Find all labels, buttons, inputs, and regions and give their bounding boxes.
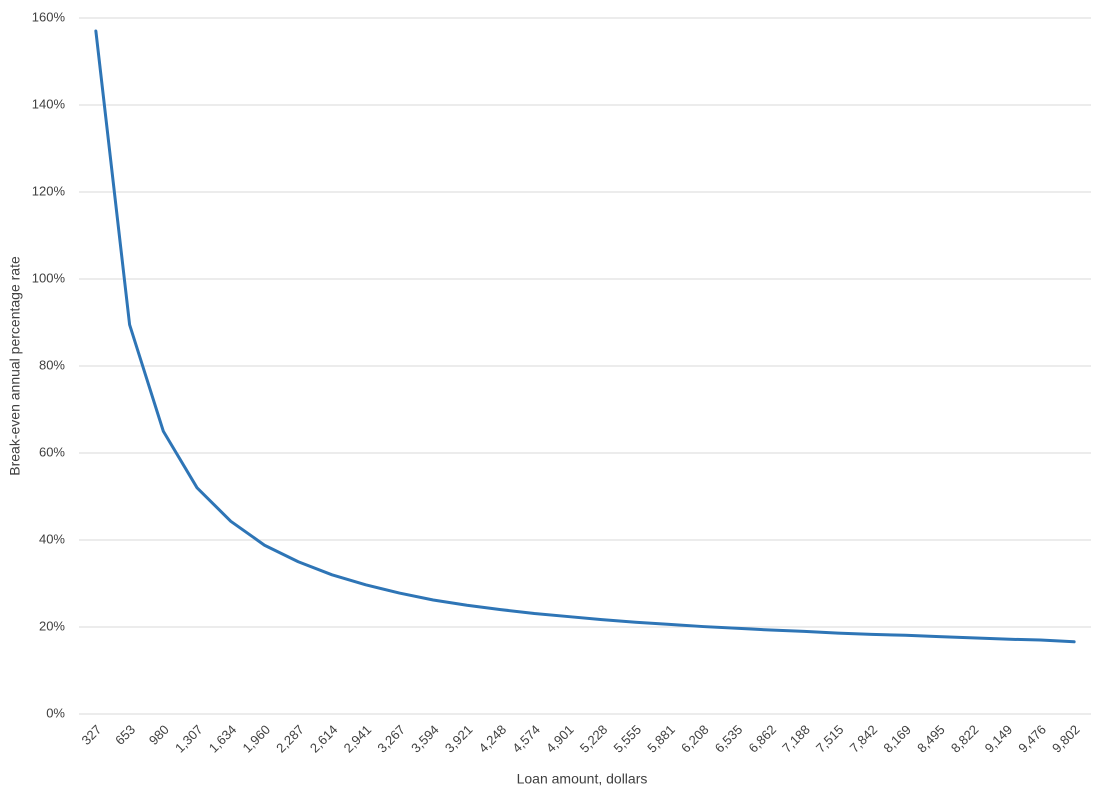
- x-tick-label: 6,208: [678, 722, 712, 756]
- x-tick-label: 1,634: [206, 722, 240, 756]
- x-axis-label: Loan amount, dollars: [517, 771, 648, 787]
- x-tick-label: 2,941: [341, 722, 375, 756]
- x-tick-label: 4,248: [476, 722, 510, 756]
- x-tick-label: 1,307: [172, 722, 206, 756]
- x-tick-label: 5,228: [577, 722, 611, 756]
- y-tick-label: 80%: [39, 357, 65, 372]
- x-tick-label: 2,614: [307, 722, 341, 756]
- x-tick-label: 7,842: [847, 722, 881, 756]
- y-tick-label: 60%: [39, 444, 65, 459]
- x-tick-label: 3,267: [374, 722, 408, 756]
- x-tick-label: 5,555: [611, 722, 645, 756]
- y-tick-label: 40%: [39, 531, 65, 546]
- x-tick-label: 6,535: [712, 722, 746, 756]
- x-tick-label: 9,149: [982, 722, 1016, 756]
- x-tick-label: 327: [78, 722, 104, 748]
- x-tick-label: 980: [146, 722, 172, 748]
- x-tick-label: 7,188: [779, 722, 813, 756]
- x-tick-label: 3,594: [408, 722, 442, 756]
- x-tick-label: 8,822: [948, 722, 982, 756]
- x-tick-label: 4,901: [543, 722, 577, 756]
- x-tick-label: 9,802: [1049, 722, 1083, 756]
- x-tick-label: 653: [112, 722, 138, 748]
- x-tick-label: 4,574: [509, 722, 543, 756]
- y-tick-label: 100%: [32, 270, 66, 285]
- line-series: [94, 29, 1076, 644]
- x-tick-label: 5,881: [644, 722, 678, 756]
- y-tick-label: 120%: [32, 183, 66, 198]
- x-tick-label: 9,476: [1015, 722, 1049, 756]
- x-tick-label: 2,287: [273, 722, 307, 756]
- x-tick-label: 1,960: [239, 722, 273, 756]
- y-tick-label: 160%: [32, 9, 66, 24]
- y-tick-label: 140%: [32, 96, 66, 111]
- x-tick-label: 7,515: [813, 722, 847, 756]
- x-tick-label: 8,495: [914, 722, 948, 756]
- y-tick-label: 20%: [39, 618, 65, 633]
- x-tick-label: 8,169: [880, 722, 914, 756]
- x-tick-label: 3,921: [442, 722, 476, 756]
- y-axis-label: Break-even annual percentage rate: [7, 256, 23, 476]
- y-tick-label: 0%: [46, 705, 65, 720]
- x-tick-label: 6,862: [745, 722, 779, 756]
